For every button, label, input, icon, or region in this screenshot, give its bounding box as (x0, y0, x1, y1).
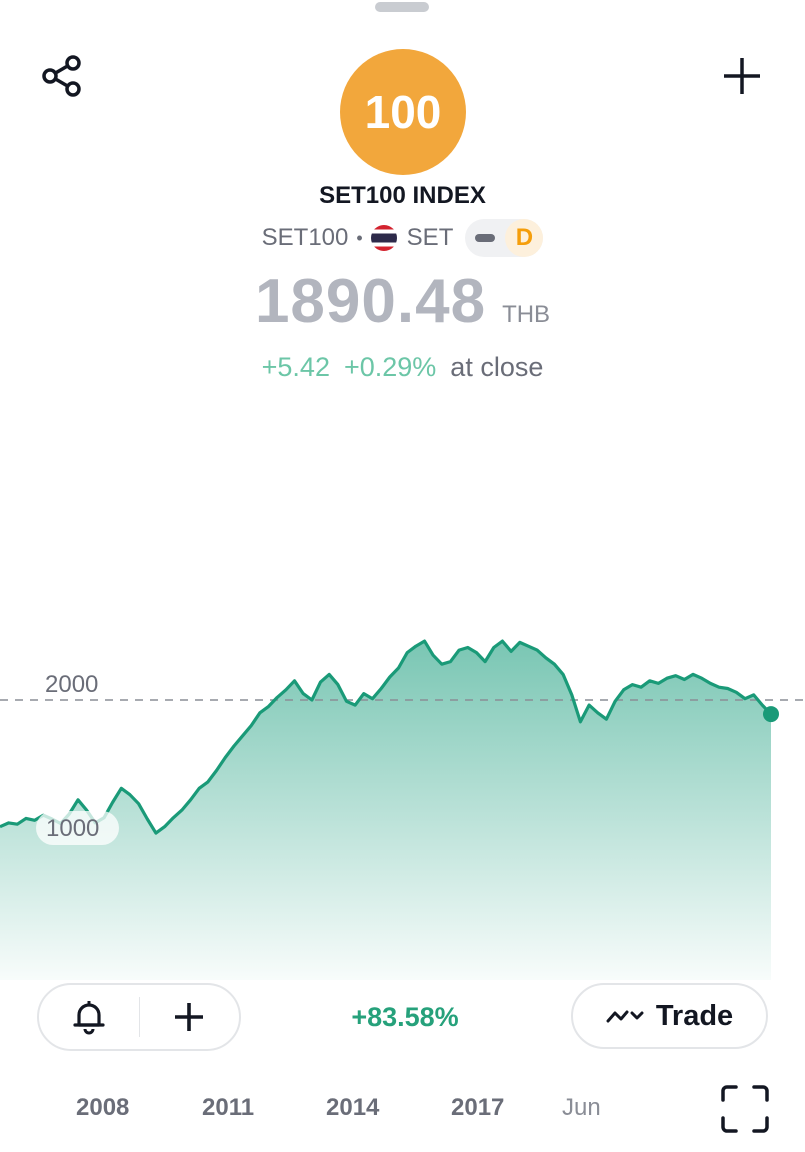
timeframe-label: D (505, 219, 544, 257)
share-button[interactable] (36, 50, 88, 102)
divider (138, 997, 140, 1037)
x-tick-2014: 2014 (326, 1094, 380, 1121)
share-icon (42, 55, 81, 97)
minus-icon (465, 219, 505, 257)
period-performance: +83.58% (351, 1002, 459, 1032)
x-tick-2008: 2008 (76, 1094, 130, 1121)
trade-label: Trade (655, 999, 734, 1032)
add-to-watchlist-button[interactable] (716, 50, 768, 102)
price-chart[interactable]: 2000 1000 (0, 560, 805, 980)
plus-icon (724, 58, 760, 94)
separator: • (356, 227, 363, 248)
ticker: SET100 (261, 224, 349, 251)
symbol-meta: SET100 • SET D (0, 219, 805, 257)
plus-icon (175, 1003, 204, 1031)
alert-button[interactable] (39, 985, 139, 1049)
trend-icon (606, 1010, 644, 1023)
y-tick-1000: 1000 (46, 815, 99, 842)
fullscreen-button[interactable] (718, 1082, 772, 1136)
drag-handle[interactable] (375, 2, 429, 12)
x-tick-2017: 2017 (451, 1094, 505, 1121)
price-row: 1890.48 THB (0, 266, 805, 337)
add-button[interactable] (140, 985, 240, 1049)
fullscreen-icon (721, 1085, 769, 1133)
chart-area (0, 641, 771, 980)
thailand-flag-icon (370, 225, 397, 251)
symbol-logo: 100 (340, 49, 466, 175)
trade-button[interactable]: Trade (571, 983, 768, 1049)
timeframe-badge[interactable]: D (465, 219, 544, 257)
chart-line (0, 639, 773, 835)
change-pct: +0.29% (343, 352, 437, 382)
chart-actions (37, 983, 241, 1051)
price: 1890.48 (254, 267, 487, 336)
y-tick-1000-bg (36, 811, 119, 845)
change-row: +5.42 +0.29% at close (0, 352, 805, 383)
x-tick-jun: Jun (562, 1094, 601, 1121)
currency: THB (502, 301, 551, 328)
exchange: SET (406, 224, 454, 251)
last-price-dot (763, 706, 779, 723)
change-note: at close (450, 352, 544, 382)
y-tick-2000: 2000 (45, 671, 98, 698)
x-tick-2011: 2011 (202, 1094, 255, 1121)
bell-icon (73, 1001, 105, 1035)
symbol-name: SET100 INDEX (319, 182, 486, 209)
change-abs: +5.42 (261, 352, 330, 382)
